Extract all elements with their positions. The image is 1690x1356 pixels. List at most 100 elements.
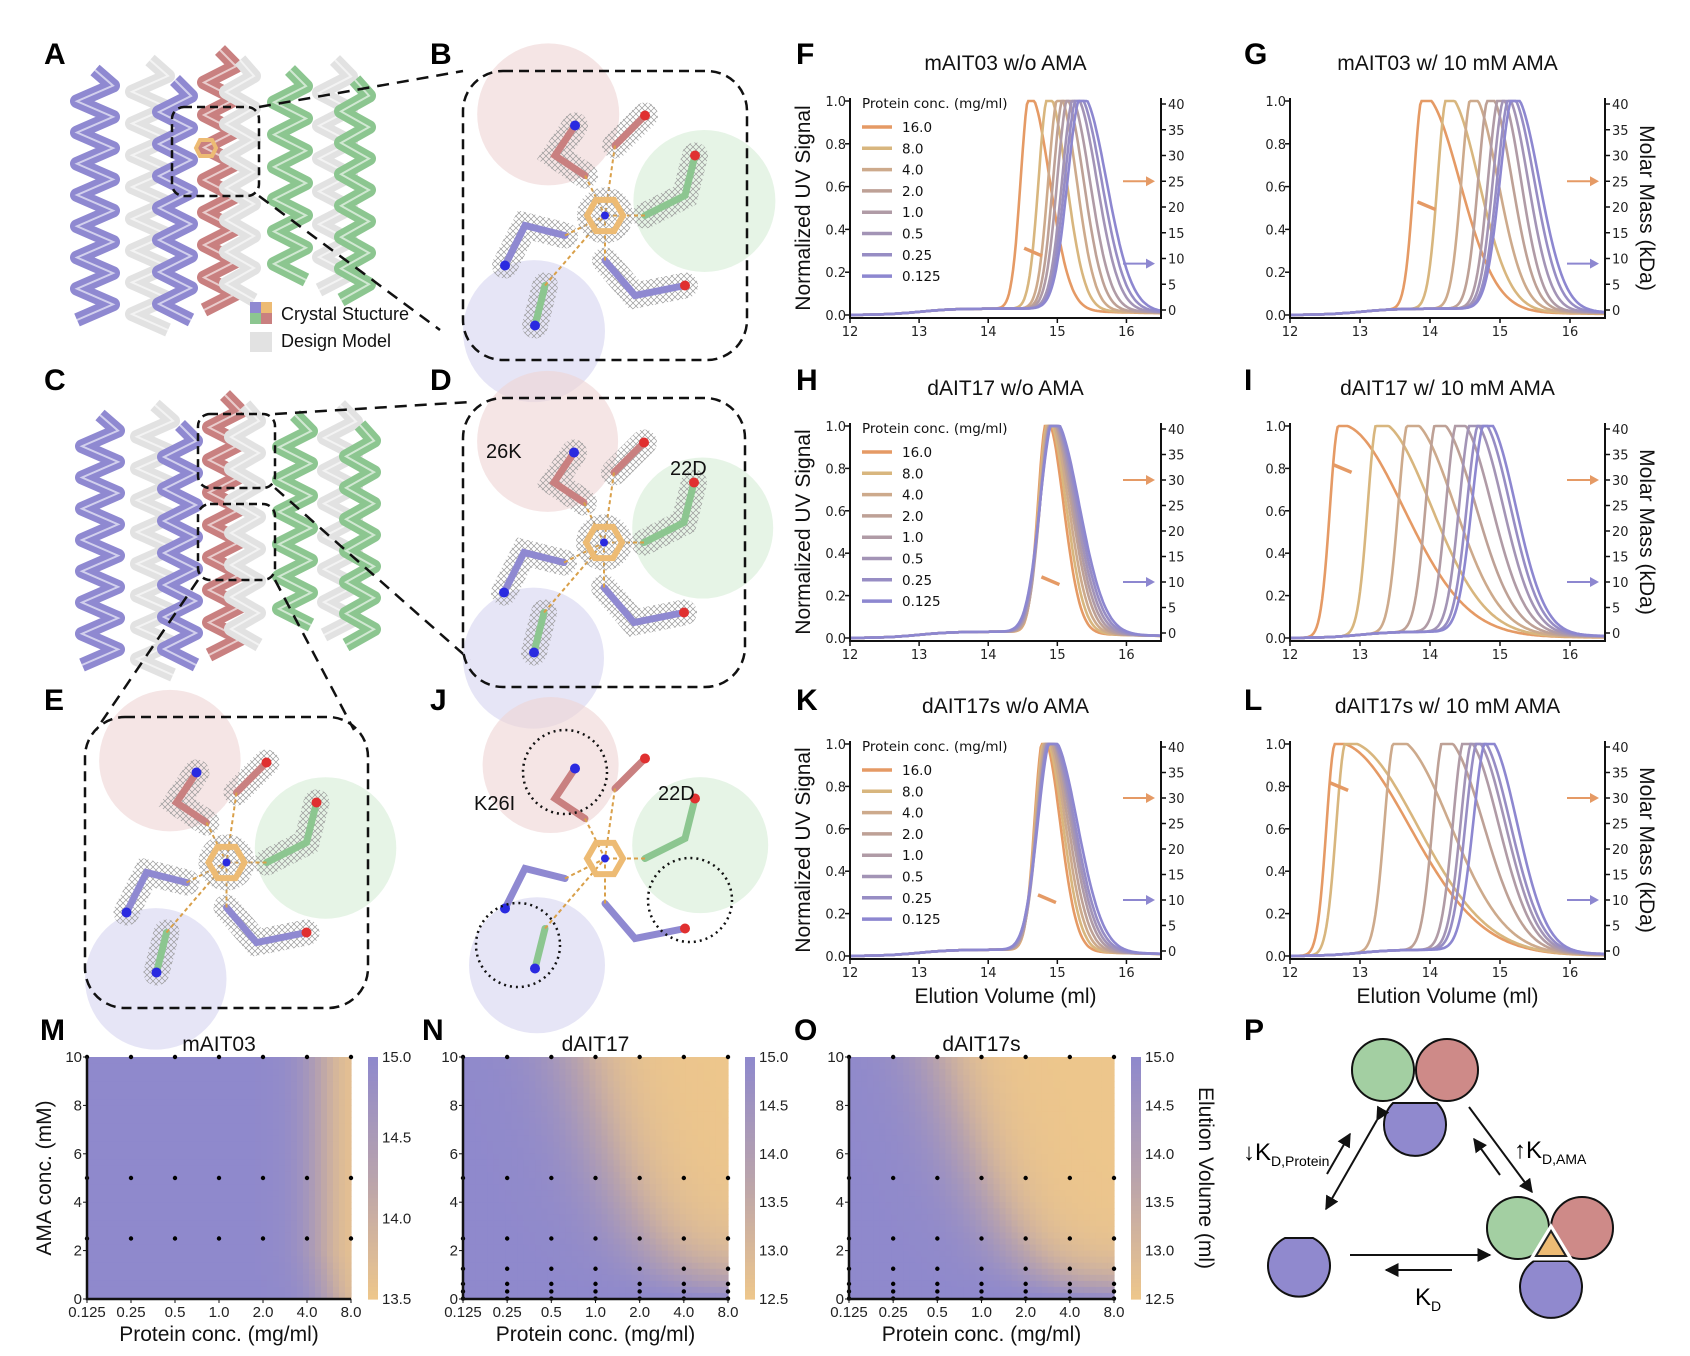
heatmap-cell xyxy=(855,1099,862,1106)
heatmap-cell xyxy=(523,1087,530,1094)
heatmap-cell xyxy=(849,1147,856,1155)
heatmap-cell xyxy=(619,1117,627,1125)
heatmap-cell xyxy=(897,1226,904,1234)
heatmap-cell xyxy=(601,1184,609,1191)
heatmap-cell xyxy=(135,1220,142,1227)
heatmap-cell xyxy=(715,1262,723,1270)
heatmap-cell xyxy=(685,1256,693,1264)
heatmap-cell xyxy=(487,1208,494,1215)
heatmap-cell xyxy=(649,1081,657,1088)
heatmap-cell xyxy=(237,1141,244,1149)
heatmap-cell xyxy=(505,1111,512,1119)
heatmap-cell xyxy=(873,1244,880,1252)
heatmap-cell xyxy=(309,1123,316,1131)
heatmap-cell xyxy=(195,1159,202,1167)
heatmap-cell xyxy=(855,1274,862,1282)
heatmap-cell xyxy=(159,1202,166,1209)
heatmap-cell xyxy=(571,1184,579,1191)
colorbar-segment xyxy=(745,1109,755,1115)
heatmap-cell xyxy=(327,1129,334,1137)
heatmap-cell xyxy=(111,1063,118,1070)
heatmap-cell xyxy=(105,1184,112,1191)
heatmap-cell xyxy=(915,1184,922,1191)
heatmap-cell xyxy=(903,1075,910,1082)
heatmap-cell xyxy=(637,1220,645,1227)
colorbar-segment xyxy=(745,1230,755,1236)
chart-title: dAIT17s w/ 10 mM AMA xyxy=(1335,695,1560,718)
heatmap-cell xyxy=(327,1274,334,1282)
heatmap-cell xyxy=(279,1250,286,1258)
heatmap-cell xyxy=(703,1105,711,1113)
heatmap-cell xyxy=(111,1135,118,1143)
heatmap-cell xyxy=(595,1244,603,1252)
heatmap-cell xyxy=(99,1232,106,1240)
heatmap-cell xyxy=(225,1171,232,1179)
x-tick-label: 1.0 xyxy=(585,1304,606,1321)
heatmap-cell xyxy=(601,1153,609,1161)
heatmap-cell xyxy=(183,1063,190,1070)
heatmap-cell xyxy=(243,1202,250,1209)
series-line-2.0 xyxy=(850,99,1162,317)
heatmap-cell xyxy=(333,1178,340,1185)
heatmap-cell xyxy=(535,1129,542,1137)
heatmap-cell xyxy=(667,1274,675,1282)
heatmap-cell xyxy=(177,1244,184,1252)
heatmap-cell xyxy=(135,1232,142,1240)
atom xyxy=(570,120,580,131)
heatmap-cell xyxy=(915,1202,922,1209)
colorbar-segment xyxy=(368,1093,378,1098)
heatmap-cell xyxy=(327,1286,334,1294)
residue-stick xyxy=(549,449,588,506)
heatmap-cell xyxy=(255,1159,262,1167)
heatmap-cell xyxy=(135,1268,142,1276)
heatmap-cell xyxy=(679,1111,687,1119)
heatmap-cell xyxy=(703,1057,711,1064)
heatmap-cell xyxy=(541,1105,548,1113)
heatmap-cell xyxy=(529,1202,536,1209)
heatmap-cell xyxy=(559,1159,566,1167)
heatmap-cell xyxy=(285,1226,292,1234)
y-tick-label: 0.6 xyxy=(1265,505,1286,520)
heatmap-cell xyxy=(511,1250,518,1258)
colorbar-segment xyxy=(745,1202,755,1207)
legend-swatch-design xyxy=(250,332,272,352)
heatmap-cell xyxy=(849,1262,856,1270)
heatmap-cell xyxy=(105,1069,112,1076)
heatmap-cell xyxy=(697,1220,705,1227)
heatmap-cell xyxy=(715,1117,723,1125)
heatmap-cell xyxy=(279,1057,286,1064)
heatmap-cell xyxy=(721,1280,729,1288)
heatmap-cell xyxy=(219,1178,226,1185)
x-tick-label: 0.5 xyxy=(165,1304,186,1321)
panel-letters: A B C D E J F G H I K L M N O P xyxy=(40,38,1267,1047)
heatmap-cell xyxy=(505,1292,512,1300)
heatmap-cell xyxy=(219,1111,226,1119)
heatmap-cell xyxy=(697,1244,705,1252)
heatmap-cell xyxy=(577,1226,585,1234)
heatmap-cell xyxy=(613,1280,621,1288)
heatmap-cell xyxy=(177,1238,184,1246)
colorbar-segment xyxy=(368,1186,378,1191)
heatmap-cell xyxy=(189,1244,196,1252)
heatmap-cell xyxy=(135,1099,142,1106)
heatmap-cell xyxy=(709,1202,717,1209)
heatmap-cell xyxy=(879,1093,886,1100)
heatmap-cell xyxy=(511,1208,518,1215)
heatmap-cell xyxy=(481,1196,488,1203)
heatmap-cell xyxy=(595,1093,603,1100)
heatmap-cell xyxy=(219,1087,226,1094)
heatmap-cell xyxy=(879,1063,886,1070)
bg-helix-green xyxy=(633,130,776,273)
heatmap-cell xyxy=(691,1111,699,1119)
heatmap-cell xyxy=(885,1196,892,1203)
heatmap-cell xyxy=(885,1093,892,1100)
heatmap-cell xyxy=(339,1244,346,1252)
heatmap-cell xyxy=(183,1232,190,1240)
heatmap-cell xyxy=(643,1190,651,1197)
heatmap-cell xyxy=(225,1105,232,1113)
legend: Protein conc. (mg/ml)16.08.04.02.01.00.5… xyxy=(862,739,1008,928)
heatmap-cell xyxy=(129,1117,136,1125)
heatmap-cell xyxy=(667,1208,675,1215)
heatmap-cell xyxy=(481,1135,488,1143)
heatmap-cell xyxy=(523,1075,530,1082)
